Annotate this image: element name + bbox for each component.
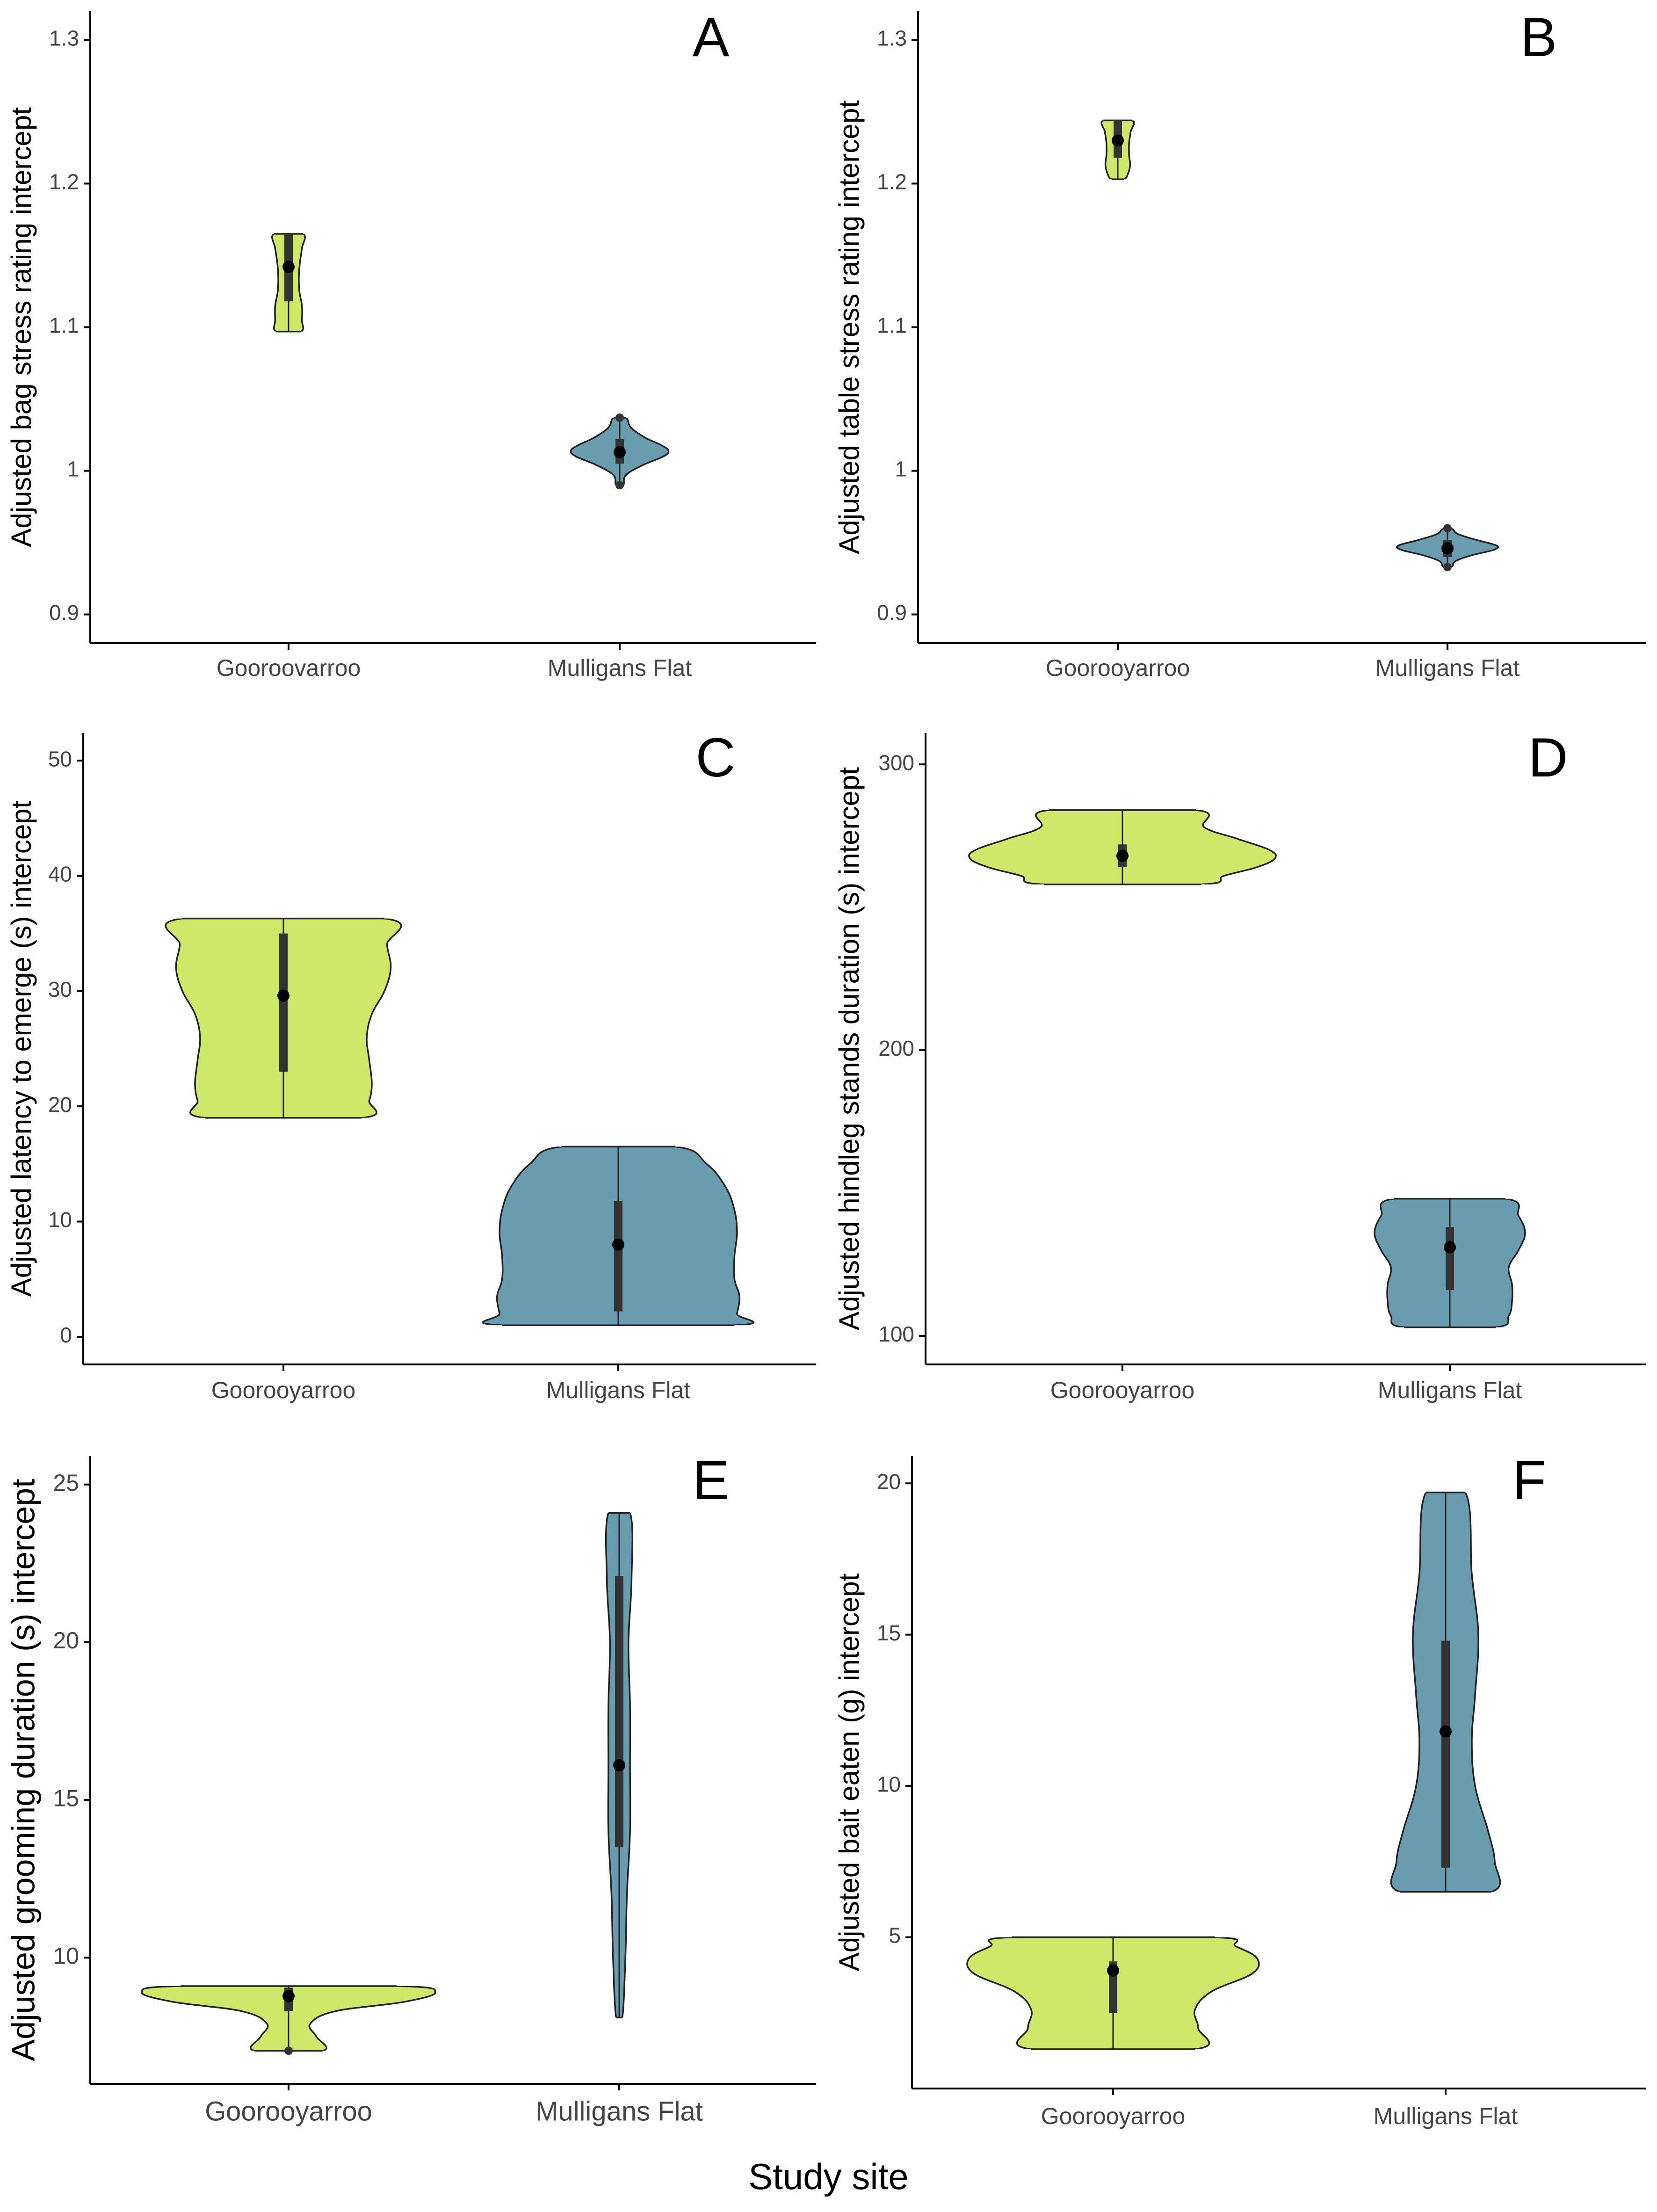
panel-a: 0.9 1 1.1 1.2 1.3 Gooroovarroo Mulligans Flat A… <box>6 7 816 681</box>
y-tick-label: 1 <box>895 457 907 481</box>
panel-f: 5 10 15 20 Goorooyarroo Mulligans Flat Adjuste… <box>833 1450 1646 2129</box>
panel-letter: D <box>1528 727 1568 789</box>
median-point <box>1440 1725 1452 1738</box>
y-tick-label: 1.1 <box>49 313 79 338</box>
median-point <box>1441 542 1454 555</box>
panel-e: 10 15 20 25 Goorooyarroo Mulligans Flat Adjust… <box>5 1450 816 2126</box>
x-category-label: Mulligans Flat <box>1375 655 1520 681</box>
x-category-label: Goorooyarroo <box>211 1377 356 1403</box>
iqr-box <box>1446 1227 1454 1291</box>
median-point <box>614 446 626 458</box>
median-point <box>1116 849 1129 862</box>
x-category-label: Mulligans Flat <box>1378 1377 1522 1403</box>
median-point <box>1112 134 1124 147</box>
y-tick-label: 1.1 <box>877 313 907 338</box>
outlier-point <box>615 413 624 422</box>
panel-letter: F <box>1512 1450 1546 1511</box>
y-axis-title: Adjusted hindleg stands duration (s) int… <box>833 767 865 1330</box>
violin-goorooyarroo <box>165 917 402 1119</box>
y-tick-label: 30 <box>48 977 72 1001</box>
violin-mulligans-flat <box>1396 524 1499 572</box>
x-category-label: Goorooyarroo <box>1050 1377 1195 1403</box>
iqr-box <box>615 1576 623 1848</box>
y-tick-label: 10 <box>48 1208 72 1232</box>
panel-letter: A <box>693 7 730 68</box>
median-point <box>1444 1241 1456 1254</box>
y-axis-title: Adjusted table stress rating intercept <box>833 100 865 554</box>
y-tick-label: 1.3 <box>49 26 79 51</box>
outlier-point <box>1443 563 1452 572</box>
panel-letter: E <box>693 1450 730 1511</box>
y-tick-label: 1.2 <box>877 170 907 194</box>
violin-goorooyarroo <box>1100 119 1135 180</box>
x-category-label: Goorooyarroo <box>1041 2103 1186 2129</box>
y-tick-label: 200 <box>878 1036 914 1060</box>
violin-mulligans-flat <box>1390 1491 1501 1893</box>
panel-letter: B <box>1520 7 1557 68</box>
x-category-label: Mulligans Flat <box>546 1377 691 1403</box>
violin-mulligans-flat <box>482 1146 755 1326</box>
y-tick-label: 0.9 <box>877 601 907 625</box>
outlier-point <box>615 481 624 490</box>
y-tick-label: 0 <box>60 1323 72 1347</box>
y-tick-label: 0.9 <box>49 601 79 625</box>
x-category-label: Mulligans Flat <box>548 655 692 681</box>
y-tick-label: 300 <box>878 750 914 775</box>
iqr-box <box>279 933 288 1072</box>
median-point <box>282 261 295 273</box>
violin-goorooyarroo <box>968 809 1277 885</box>
outlier-point <box>284 2046 293 2055</box>
x-axis-title: Study site <box>748 2156 909 2197</box>
y-tick-label: 15 <box>877 1621 901 1645</box>
outlier-point <box>1443 524 1452 533</box>
x-category-label: Goorooyarroo <box>205 2096 372 2126</box>
violin-goorooyarroo <box>966 1936 1260 2050</box>
y-axis-title: Adjusted grooming duration (s) intercept <box>5 1479 41 2061</box>
violin-mulligans-flat <box>570 413 670 490</box>
y-tick-label: 20 <box>877 1469 901 1494</box>
y-tick-label: 20 <box>53 1627 79 1654</box>
violin-mulligans-flat <box>605 1512 634 2019</box>
violin-goorooyarroo <box>141 1985 436 2055</box>
x-category-label: Goorooyarroo <box>1046 655 1190 681</box>
x-category-label: Mulligans Flat <box>535 2096 703 2126</box>
y-tick-label: 5 <box>889 1923 901 1948</box>
iqr-box <box>1441 1640 1450 1868</box>
y-tick-label: 1 <box>67 457 79 481</box>
median-point <box>277 989 289 1002</box>
y-tick-label: 20 <box>48 1092 72 1117</box>
y-axis-title: Adjusted bag stress rating intercept <box>6 107 37 547</box>
y-tick-label: 1.3 <box>877 26 907 51</box>
median-point <box>1107 1964 1119 1977</box>
y-tick-label: 15 <box>53 1785 79 1811</box>
panel-letter: C <box>695 727 735 789</box>
y-axis-title: Adjusted bait eaten (g) intercept <box>833 1573 865 1971</box>
y-tick-label: 1.2 <box>49 170 79 194</box>
y-tick-label: 40 <box>48 862 72 886</box>
panel-c: 0 10 20 30 40 50 Goorooyarroo Mulligans Flat Adj… <box>6 727 816 1403</box>
median-point <box>282 1990 295 2002</box>
violin-goorooyarroo <box>271 233 306 333</box>
median-point <box>613 1759 625 1771</box>
y-tick-label: 10 <box>53 1943 79 1969</box>
panel-b: 0.9 1 1.1 1.2 1.3 Goorooyarroo Mulligans Flat A… <box>833 7 1646 681</box>
x-category-label: Gooroovarroo <box>217 655 361 681</box>
x-category-label: Mulligans Flat <box>1374 2103 1518 2129</box>
y-tick-label: 10 <box>877 1772 901 1796</box>
violin-mulligans-flat <box>1374 1197 1526 1328</box>
y-axis-title: Adjusted latency to emerge (s) intercept <box>6 800 37 1297</box>
panel-d: 100 200 300 Goorooyarroo Mulligans Flat Adjus… <box>833 727 1646 1403</box>
iqr-box <box>614 1201 622 1312</box>
y-tick-label: 50 <box>48 747 72 771</box>
y-tick-label: 25 <box>53 1470 79 1496</box>
y-tick-label: 100 <box>878 1322 914 1346</box>
median-point <box>612 1238 624 1251</box>
